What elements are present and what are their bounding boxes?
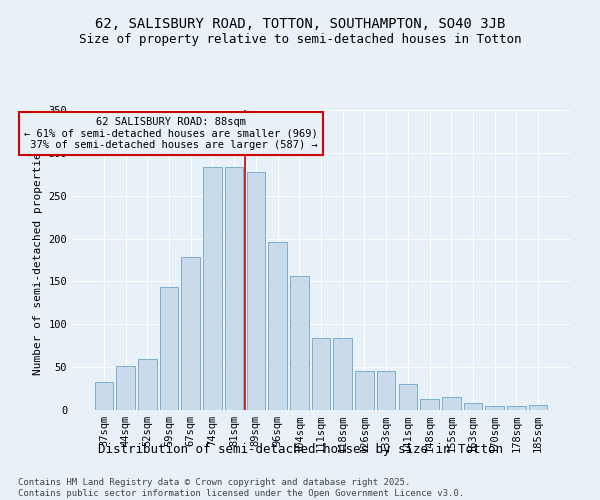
- Bar: [398, 384, 417, 410]
- Bar: [377, 372, 395, 410]
- Bar: [95, 382, 113, 410]
- Bar: [160, 286, 178, 410]
- Bar: [116, 366, 135, 410]
- Bar: [421, 399, 439, 410]
- Bar: [225, 168, 244, 410]
- Bar: [247, 172, 265, 410]
- Bar: [312, 338, 330, 410]
- Bar: [290, 276, 308, 410]
- Bar: [442, 397, 461, 410]
- Bar: [181, 258, 200, 410]
- Text: Contains HM Land Registry data © Crown copyright and database right 2025.
Contai: Contains HM Land Registry data © Crown c…: [18, 478, 464, 498]
- Bar: [464, 403, 482, 410]
- Bar: [138, 358, 157, 410]
- Bar: [529, 405, 547, 410]
- Bar: [507, 406, 526, 410]
- Text: 62, SALISBURY ROAD, TOTTON, SOUTHAMPTON, SO40 3JB: 62, SALISBURY ROAD, TOTTON, SOUTHAMPTON,…: [95, 18, 505, 32]
- Bar: [485, 406, 504, 410]
- Text: 62 SALISBURY ROAD: 88sqm
← 61% of semi-detached houses are smaller (969)
 37% of: 62 SALISBURY ROAD: 88sqm ← 61% of semi-d…: [25, 117, 318, 150]
- Y-axis label: Number of semi-detached properties: Number of semi-detached properties: [33, 145, 43, 375]
- Text: Size of property relative to semi-detached houses in Totton: Size of property relative to semi-detach…: [79, 32, 521, 46]
- Bar: [268, 242, 287, 410]
- Bar: [334, 338, 352, 410]
- Bar: [203, 168, 221, 410]
- Text: Distribution of semi-detached houses by size in Totton: Distribution of semi-detached houses by …: [97, 442, 503, 456]
- Bar: [355, 372, 374, 410]
